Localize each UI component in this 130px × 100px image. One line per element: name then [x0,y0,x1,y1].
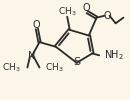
Text: NH$_2$: NH$_2$ [104,48,124,62]
Text: CH$_3$: CH$_3$ [58,5,76,18]
Text: O: O [103,11,111,21]
Text: O: O [82,3,90,13]
Text: CH$_3$: CH$_3$ [45,61,63,74]
Text: S: S [73,57,80,67]
Text: CH$_3$: CH$_3$ [2,61,20,74]
Text: N: N [28,51,35,61]
Text: O: O [32,20,40,30]
